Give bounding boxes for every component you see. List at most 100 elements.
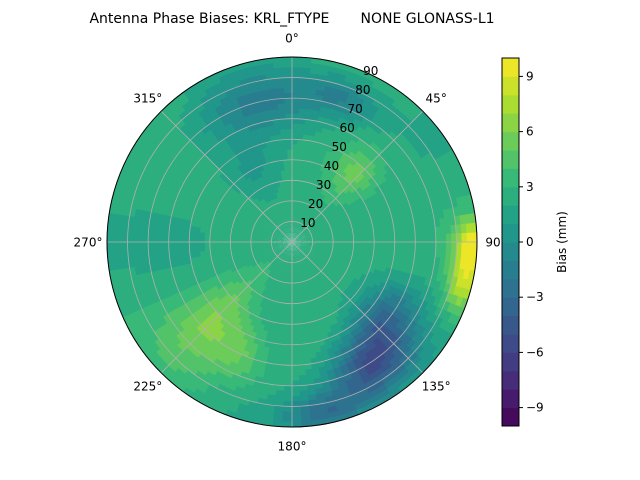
contour-cell [461,232,468,244]
contour-cell [437,265,445,276]
contour-cell [107,249,114,262]
contour-cell [258,254,265,259]
contour-cell [142,248,149,258]
contour-cell [307,224,313,230]
contour-cell [281,255,285,261]
contour-cell [299,223,303,229]
contour-cell [296,256,300,262]
contour-cell [279,265,283,272]
contour-cell [303,251,309,257]
contour-cell [464,260,472,273]
contour-cell [293,246,296,253]
angle-tick-label: 270° [74,236,103,250]
contour-cell [455,177,465,190]
contour-cell [342,400,355,410]
contour-cell [235,246,242,251]
contour-cell [314,179,320,186]
colorbar-tick-label: −6 [526,345,544,359]
contour-cell [285,118,294,124]
contour-cell [298,266,302,273]
contour-cell [267,264,273,271]
contour-cell [293,252,296,258]
contour-cell [272,57,285,64]
contour-cell [307,404,319,412]
contour-cell [311,372,321,380]
contour-cell [219,237,226,242]
contour-cell [290,401,301,407]
contour-cell [275,197,280,204]
contour-cell [290,411,302,418]
contour-cell [297,222,301,228]
contour-cell [286,138,294,145]
contour-cell [261,125,270,133]
contour-cell [292,240,298,242]
contour-cell [278,253,283,259]
contour-cell [274,221,280,227]
contour-cell [379,242,385,248]
contour-cell [294,210,298,217]
contour-cell [282,236,288,240]
contour-cell [262,250,269,255]
contour-cell [290,236,292,242]
contour-cell [257,269,263,275]
contour-cell [270,420,283,427]
contour-cell [224,244,231,250]
contour-cell [322,238,329,241]
contour-cell [154,261,162,271]
contour-cell [261,258,268,264]
contour-cell [417,262,425,272]
contour-cell [314,351,323,359]
contour-cell [331,272,339,279]
contour-cell [255,267,262,274]
contour-cell [270,103,280,111]
contour-cell [275,257,280,264]
contour-cell [292,190,296,196]
contour-cell [308,217,314,224]
contour-cell [239,215,247,222]
contour-cell [302,243,308,246]
contour-cell [288,231,291,238]
contour-cell [285,179,290,186]
contour-cell [327,247,333,252]
contour-cell [271,410,284,417]
contour-cell [280,265,285,272]
contour-cell [309,252,315,257]
contour-cell [270,266,276,273]
contour-cell [267,124,276,132]
contour-cell [276,219,281,226]
contour-cell [297,123,306,130]
polar-grid [106,56,478,428]
contour-cell [301,245,308,248]
contour-cell [294,232,298,238]
contour-cell [399,230,406,238]
contour-cell [245,262,252,268]
contour-cell [250,243,257,247]
contour-cell [260,243,267,246]
contour-cell [305,379,315,386]
contour-cell [284,227,288,234]
contour-cell [303,191,309,199]
contour-cell [273,231,279,235]
contour-cell [280,169,286,177]
contour-cell [251,228,258,233]
contour-cell [256,230,263,235]
angular-grid-line [291,110,424,243]
contour-cell [253,279,260,287]
contour-cell [279,118,288,125]
contour-cell [296,235,302,240]
contour-cell [285,251,289,257]
contour-cell [259,199,266,207]
contour-cell [283,250,288,257]
contour-cell [313,224,320,230]
contour-cell [159,260,167,270]
contour-cell [277,226,282,232]
contour-cell [268,282,274,290]
contour-cell [443,191,452,203]
contour-cell [111,221,119,233]
contour-cell [297,216,301,223]
contour-cell [466,232,473,244]
contour-cell [415,235,421,244]
contour-cell [268,228,275,233]
contour-cell [251,206,258,213]
colorbar-tick-label: 6 [526,125,534,139]
